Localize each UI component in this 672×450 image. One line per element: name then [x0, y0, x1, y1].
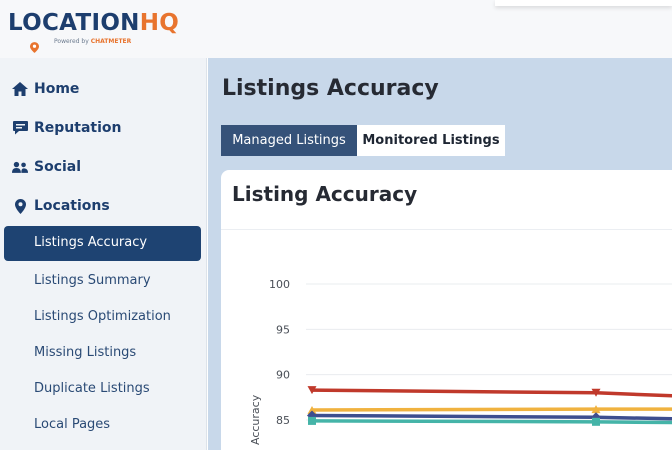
logo-wordmark: LOCATIONHQ — [8, 9, 179, 37]
map-pin-icon — [30, 42, 39, 53]
series-line — [311, 413, 672, 421]
y-tick-label: 90 — [276, 369, 290, 382]
tab-monitored-listings[interactable]: Monitored Listings — [357, 125, 505, 156]
sidebar-item-label: Locations — [34, 198, 110, 214]
subnav-item-label: Missing Listings — [34, 344, 137, 360]
data-point — [308, 416, 316, 425]
logo-tagline-prefix: Powered by — [54, 38, 89, 45]
data-point — [307, 386, 317, 395]
subnav-item-label: Local Pages — [34, 416, 111, 432]
tab-managed-listings[interactable]: Managed Listings — [221, 125, 357, 156]
sidebar-item-label: Social — [34, 159, 82, 175]
y-tick-label: 95 — [276, 323, 290, 336]
sidebar-item-social[interactable]: Social — [12, 155, 81, 179]
map-marker-icon — [12, 198, 28, 214]
sidebar-item-reputation[interactable]: Reputation — [12, 116, 121, 140]
series-line — [311, 419, 672, 425]
page-title: Listings Accuracy — [222, 76, 439, 101]
subnav-item-local-pages[interactable]: Local Pages — [34, 413, 110, 435]
series-line — [311, 407, 672, 412]
data-point — [591, 405, 601, 414]
app-header: LOCATIONHQ Powered by CHATMETER — [0, 0, 672, 58]
sidebar-item-label: Reputation — [34, 120, 122, 136]
y-axis-label: Accuracy — [249, 394, 262, 445]
logo-text-accent: HQ — [139, 10, 180, 36]
users-icon — [12, 159, 28, 175]
accuracy-line-chart: 100 95 90 85 Accuracy — [249, 278, 672, 445]
logo-tagline: Powered by CHATMETER — [54, 38, 131, 45]
subnav-item-label: Listings Summary — [34, 272, 151, 288]
data-point — [592, 417, 600, 426]
y-tick-label: 85 — [276, 414, 290, 427]
data-point — [307, 410, 317, 421]
subnav-item-listings-optimization[interactable]: Listings Optimization — [34, 305, 171, 327]
subnav-item-missing-listings[interactable]: Missing Listings — [34, 341, 136, 363]
subnav-item-label: Duplicate Listings — [34, 380, 150, 396]
top-menu-edge — [495, 0, 672, 6]
y-tick-label: 100 — [269, 278, 290, 291]
logo-text-main: LOCATION — [8, 10, 140, 36]
sidebar: Home Reputation Social Locations Listing… — [0, 58, 207, 450]
sidebar-item-label: Home — [34, 81, 80, 97]
data-point — [307, 406, 317, 415]
home-icon — [12, 81, 28, 97]
subnav-item-listings-accuracy[interactable]: Listings Accuracy — [4, 226, 201, 261]
series-line — [311, 388, 672, 398]
subnav-item-duplicate-listings[interactable]: Duplicate Listings — [34, 377, 150, 399]
sidebar-item-locations[interactable]: Locations — [12, 194, 110, 218]
data-point — [591, 388, 601, 397]
card-header: Listing Accuracy — [221, 170, 672, 230]
card-title: Listing Accuracy — [232, 182, 418, 206]
logo-tagline-brand: CHATMETER — [90, 38, 132, 45]
locationhq-logo[interactable]: LOCATIONHQ Powered by CHATMETER — [8, 9, 179, 53]
listing-accuracy-card: Listing Accuracy — [221, 170, 672, 450]
comment-icon — [12, 120, 28, 136]
subnav-item-listings-summary[interactable]: Listings Summary — [34, 269, 151, 291]
sidebar-item-home[interactable]: Home — [12, 77, 79, 101]
subnav-item-label: Listings Optimization — [34, 308, 171, 324]
subnav-item-label: Listings Accuracy — [34, 235, 148, 250]
main-content: Listings Accuracy Managed Listings Monit… — [208, 58, 672, 450]
